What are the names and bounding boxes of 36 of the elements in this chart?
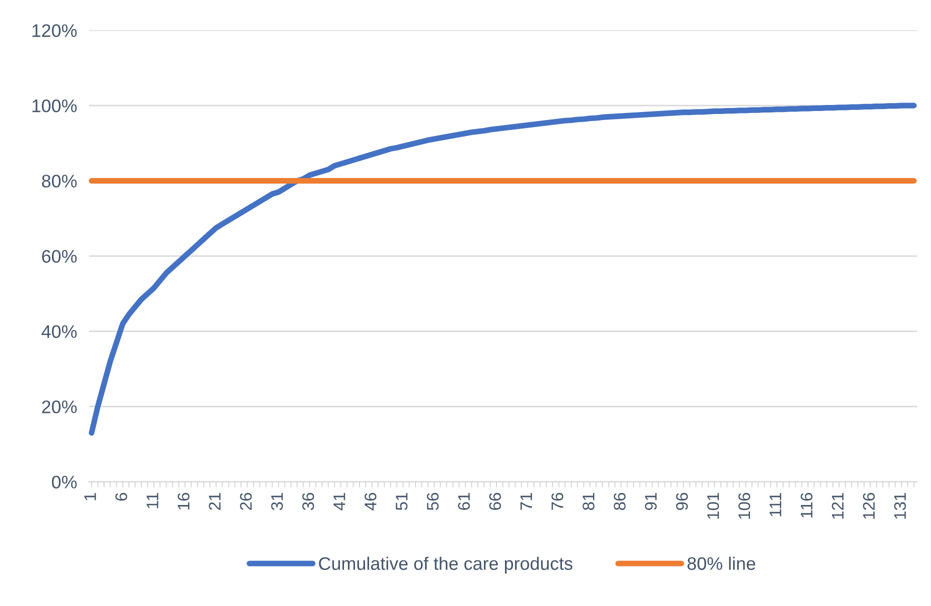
x-tick-label: 16 <box>178 492 190 510</box>
x-tick-label: 121 <box>832 492 844 519</box>
x-tick-label: 111 <box>770 492 782 516</box>
y-tick-label: 0% <box>52 476 77 488</box>
x-tick-label: 76 <box>551 492 564 510</box>
x-tick-label: 96 <box>676 492 688 510</box>
x-tick-label: 61 <box>458 493 470 510</box>
x-tick-label: 31 <box>271 493 283 510</box>
y-tick-label: 60% <box>42 250 77 263</box>
x-tick-label: 11 <box>146 493 158 508</box>
x-tick-label: 36 <box>302 492 314 510</box>
x-tick-label: 41 <box>334 493 346 510</box>
x-tick-label: 126 <box>862 492 875 519</box>
x-tick-label: 6 <box>115 492 128 501</box>
y-tick-label: 100% <box>32 99 77 112</box>
y-tick-label: 40% <box>42 325 77 338</box>
x-tick-label: 131 <box>894 492 906 519</box>
legend-label: 80% line <box>688 556 756 570</box>
x-tick-label: 21 <box>208 493 220 510</box>
x-tick-label: 1 <box>84 493 96 500</box>
x-tick-label: 46 <box>364 492 376 510</box>
x-tick-label: 101 <box>707 492 720 519</box>
x-tick-label: 81 <box>582 493 594 510</box>
x-tick-label: 66 <box>489 492 501 510</box>
y-tick-label: 20% <box>42 400 77 414</box>
x-tick-label: 116 <box>800 492 812 518</box>
x-tick-label: 91 <box>644 493 657 510</box>
x-tick-label: 86 <box>614 492 626 510</box>
x-tick-label: 71 <box>520 493 532 510</box>
x-tick-label: 56 <box>426 492 439 510</box>
x-tick-label: 51 <box>396 493 408 510</box>
y-tick-label: 80% <box>42 174 77 188</box>
x-tick-label: 26 <box>240 492 252 510</box>
legend-label: Cumulative of the care products <box>319 556 572 574</box>
x-tick-label: 106 <box>738 492 750 519</box>
y-tick-label: 120% <box>32 24 77 38</box>
